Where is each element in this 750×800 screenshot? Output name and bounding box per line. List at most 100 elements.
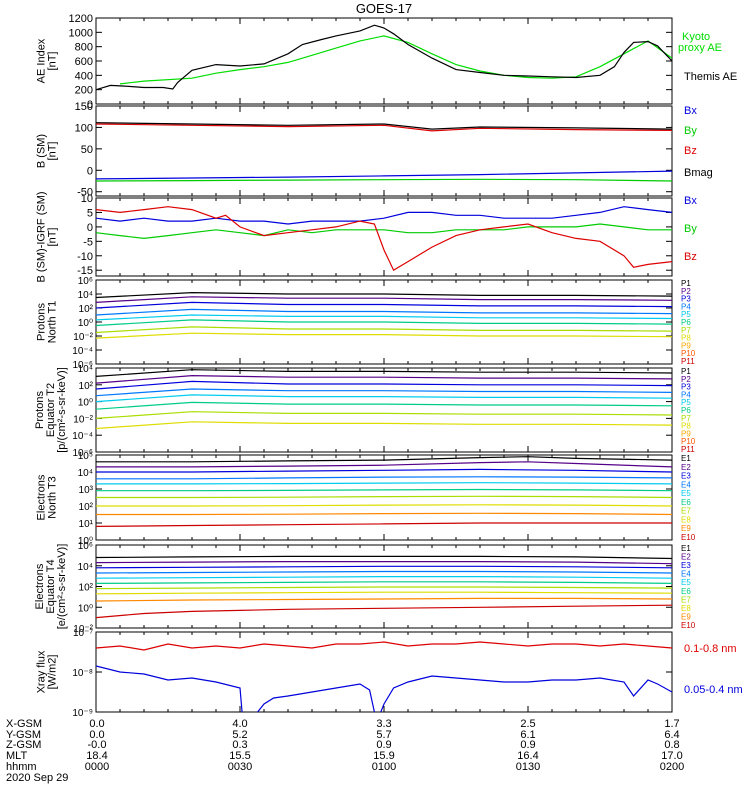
legend-p8: P8 (681, 334, 691, 343)
y-tick-label: 10⁻⁸ (72, 668, 93, 679)
series-line-p1 (96, 369, 672, 377)
y-axis-label: [nT] (47, 52, 59, 71)
series-line-p6 (96, 319, 672, 327)
footer-value: 0.0 (89, 729, 104, 741)
series-line-e7 (96, 495, 672, 499)
series-group (96, 122, 672, 182)
legend-p4: P4 (681, 390, 691, 399)
y-tick-label: -5 (83, 236, 93, 248)
legend-e9: E9 (681, 524, 691, 533)
footer-value: 0.8 (664, 739, 679, 751)
legend-p8: P8 (681, 422, 691, 431)
y-tick-label: 10⁻² (73, 624, 93, 635)
series-line-p1 (96, 291, 672, 299)
footer-value: 15.9 (373, 750, 394, 762)
legend-by: By (684, 223, 697, 235)
legend-p5: P5 (681, 310, 691, 319)
series-line-0-1-0-8-nm (96, 641, 672, 651)
y-axis-label: B (SM) (36, 134, 48, 168)
y-tick-label: 800 (75, 42, 93, 54)
legend-e2: E2 (681, 553, 691, 562)
series-line-by (96, 178, 672, 182)
y-tick-label: 0 (87, 222, 93, 234)
legend-e8: E8 (681, 604, 691, 613)
legend-e10: E10 (681, 621, 696, 630)
footer-value: 0100 (372, 761, 396, 773)
y-tick-label: 10⁴ (78, 364, 93, 375)
legend-p1: P1 (681, 367, 691, 376)
legend-bz: Bz (684, 145, 697, 157)
series-line-e2 (96, 560, 672, 565)
y-tick-label: 10⁰ (78, 536, 93, 547)
footer-value: 4.0 (232, 718, 247, 730)
y-tick-label: 10⁻⁷ (73, 628, 93, 639)
footer-value: 0.9 (376, 739, 391, 751)
series-line-e1 (96, 555, 672, 560)
legend-e3: E3 (681, 472, 691, 481)
y-axis-label: Electrons (36, 474, 48, 520)
legend-e2: E2 (681, 463, 691, 472)
footer-value: -0.0 (88, 739, 107, 751)
legend-p5: P5 (681, 398, 691, 407)
y-axis-label: Xray flux (36, 650, 48, 693)
footer-value: 0.3 (232, 739, 247, 751)
panel-b_sm: -50 0 50 100 150 B (SM) [nT] Bx By Bz Bmag (36, 101, 713, 199)
series-line-e2 (96, 461, 672, 468)
series-line-p8 (96, 421, 672, 430)
footer-row-label: Z-GSM (6, 739, 41, 751)
y-axis-label: [nT] (47, 142, 59, 161)
legend-p7: P7 (681, 326, 691, 335)
y-tick-label: 150 (75, 101, 93, 113)
y-tick-label: -10 (77, 251, 93, 263)
series-line-p4 (96, 308, 672, 316)
series-line-0-05-0-4-nm (96, 665, 672, 712)
series-line-p3 (96, 301, 672, 309)
legend-xray-long: 0.1-0.8 nm (684, 643, 737, 655)
series-line-e10 (96, 604, 672, 619)
series-line-p4 (96, 388, 672, 397)
legend-p10: P10 (681, 349, 696, 358)
y-tick-label: 10⁶ (78, 276, 93, 287)
series-line-e3 (96, 468, 672, 473)
y-tick-label: 10³ (79, 485, 94, 496)
y-tick-label: 10⁴ (78, 562, 93, 573)
y-axis-label: [W/m2] (47, 655, 59, 690)
panel-electrons_t4: 10⁶ 10⁴ 10² 10⁰ 10⁻² Electrons Equator T4 [e/(c… (34, 541, 696, 635)
series-line-e1 (96, 456, 672, 463)
legend-e6: E6 (681, 587, 691, 596)
legend-by: By (684, 125, 697, 137)
footer-value: 6.4 (664, 729, 679, 741)
y-axis-label: [e/(cm²-s-sr-keV)] (56, 544, 68, 630)
y-tick-label: 10² (79, 502, 94, 513)
series-line-p6 (96, 401, 672, 410)
legend-e4: E4 (681, 480, 691, 489)
legend-e6: E6 (681, 498, 691, 507)
y-tick-label: 50 (81, 144, 93, 156)
series-line-p5 (96, 394, 672, 403)
legend-e7: E7 (681, 595, 691, 604)
series-line-e8 (96, 504, 672, 507)
y-tick-label: 10⁻⁴ (72, 346, 93, 357)
series-group (96, 555, 672, 619)
legend-xray-short: 0.05-0.4 nm (684, 684, 743, 696)
legend-e10: E10 (681, 533, 696, 542)
y-tick-label: 0 (87, 99, 93, 111)
y-tick-label: 10⁻⁶ (72, 448, 93, 459)
y-axis-label: Electrons (34, 563, 46, 609)
y-tick-label: 10² (79, 583, 94, 594)
footer-value: 0200 (660, 761, 684, 773)
legend-bx: Bx (684, 105, 697, 117)
footer-value: 6.1 (520, 729, 535, 741)
series-line-kyoto-proxy-ae (119, 35, 672, 85)
legend-e5: E5 (681, 578, 691, 587)
footer-value: 0000 (85, 761, 109, 773)
series-group (96, 206, 672, 272)
series-line-p7 (96, 411, 672, 419)
y-tick-label: 10⁵ (78, 451, 93, 462)
y-axis-label: Equator T2 (45, 383, 57, 437)
legend-p4: P4 (681, 302, 691, 311)
y-tick-label: 10⁰ (78, 603, 93, 614)
footer-row-label: hhmm (6, 761, 37, 773)
